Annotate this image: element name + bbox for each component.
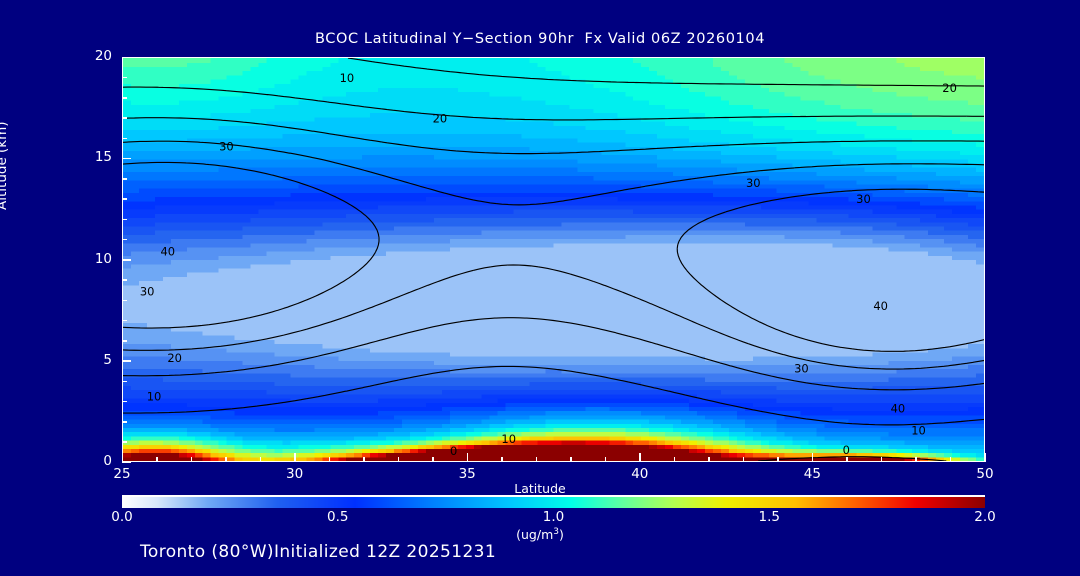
colorbar-tick-label: 0.0	[111, 509, 133, 525]
y-minor-tick	[122, 400, 127, 403]
x-minor-tick	[432, 457, 434, 462]
contour-label: 40	[873, 299, 888, 313]
x-minor-tick	[708, 457, 710, 462]
contour-label: 30	[140, 285, 155, 299]
x-minor-tick	[570, 457, 572, 462]
contour-label: 0	[450, 444, 457, 458]
x-axis-label: Latitude	[514, 481, 566, 496]
y-major-tick	[122, 259, 131, 261]
contour-label: 30	[219, 140, 234, 154]
y-minor-tick	[122, 441, 127, 443]
y-minor-tick	[122, 319, 127, 322]
x-tick-label: 30	[286, 466, 304, 482]
y-minor-tick	[122, 97, 127, 99]
x-minor-tick	[915, 457, 917, 462]
contour-label: 30	[746, 176, 761, 190]
colorbar-tick-label: 1.5	[758, 509, 780, 525]
y-major-tick	[122, 56, 131, 58]
colorbar[interactable]	[122, 497, 985, 508]
y-minor-tick	[122, 238, 127, 241]
x-tick-label: 50	[976, 466, 994, 482]
x-minor-tick	[604, 457, 607, 462]
chart-title: BCOC Latitudinal Y−Section 90hr Fx Valid…	[314, 31, 766, 47]
y-minor-tick	[122, 340, 127, 342]
y-minor-tick	[122, 380, 127, 382]
colorbar-top-rule	[122, 495, 985, 497]
y-major-tick	[122, 360, 131, 362]
y-minor-tick	[122, 421, 127, 423]
y-major-tick	[122, 157, 131, 160]
x-major-tick	[811, 453, 814, 462]
x-minor-tick	[363, 457, 365, 462]
y-minor-tick	[122, 76, 127, 79]
y-minor-tick	[122, 137, 127, 139]
x-minor-tick	[259, 457, 262, 462]
x-minor-tick	[190, 457, 193, 462]
y-tick-label: 15	[94, 149, 112, 166]
y-tick-label: 0	[103, 453, 112, 469]
y-minor-tick	[122, 117, 127, 119]
x-tick-label: 45	[803, 466, 821, 482]
contour-label: 0	[843, 443, 850, 457]
contour-label: 20	[433, 111, 448, 125]
cross-section-plot: 10 20 30 20 30 30 40 40 30 30 20 40 10 10 10 0 0	[122, 57, 985, 462]
x-minor-tick	[880, 457, 883, 462]
contour-label: 40	[161, 244, 176, 258]
colorbar-tick-label: 0.5	[327, 509, 349, 525]
contour-label: 20	[167, 351, 182, 365]
x-minor-tick	[535, 457, 538, 462]
x-tick-label: 40	[631, 466, 649, 482]
colorbar-tick-label: 1.0	[542, 509, 565, 525]
x-minor-tick	[328, 457, 331, 462]
x-minor-tick	[949, 457, 952, 462]
contour-label: 30	[794, 361, 809, 375]
x-major-tick	[294, 453, 296, 462]
y-tick-label: 10	[94, 250, 112, 267]
colorbar-unit-text: (ug/m3)	[516, 527, 564, 543]
contour-label: 10	[340, 71, 355, 85]
figure-caption: Toronto (80°W)Initialized 12Z 20251231	[140, 542, 497, 562]
y-minor-tick	[122, 218, 127, 220]
contour-label: 10	[147, 390, 162, 404]
heatmap-canvas: 10 20 30 20 30 30 40 40 30 30 20 40 10 10 10 0 0	[123, 58, 984, 461]
x-major-tick	[639, 453, 641, 462]
y-tick-label: 5	[103, 351, 112, 368]
x-major-tick	[121, 453, 123, 462]
y-minor-tick	[122, 279, 127, 281]
colorbar-unit-label: (ug/m3)	[0, 527, 1080, 542]
x-minor-tick	[397, 457, 400, 462]
x-major-tick	[466, 453, 469, 462]
contour-label: 20	[942, 81, 957, 95]
x-minor-tick	[742, 457, 745, 462]
y-axis-label: Altitude (km)	[0, 121, 10, 210]
x-minor-tick	[156, 457, 158, 462]
x-minor-tick	[673, 457, 676, 462]
contour-label: 40	[891, 402, 906, 416]
x-tick-label: 25	[113, 466, 131, 482]
x-minor-tick	[501, 457, 503, 462]
y-minor-tick	[122, 178, 127, 180]
y-tick-label: 20	[94, 48, 112, 64]
x-tick-label: 35	[458, 466, 476, 482]
x-major-tick	[984, 453, 986, 462]
x-minor-tick	[225, 457, 227, 462]
colorbar-tick-label: 2.0	[974, 509, 996, 525]
contour-label: 10	[501, 432, 516, 446]
contour-label: 30	[856, 192, 871, 206]
x-minor-tick	[777, 457, 779, 462]
y-major-tick	[122, 461, 131, 463]
y-minor-tick	[122, 198, 127, 200]
y-minor-tick	[122, 299, 127, 301]
x-minor-tick	[846, 457, 848, 462]
contour-label: 10	[911, 424, 926, 438]
